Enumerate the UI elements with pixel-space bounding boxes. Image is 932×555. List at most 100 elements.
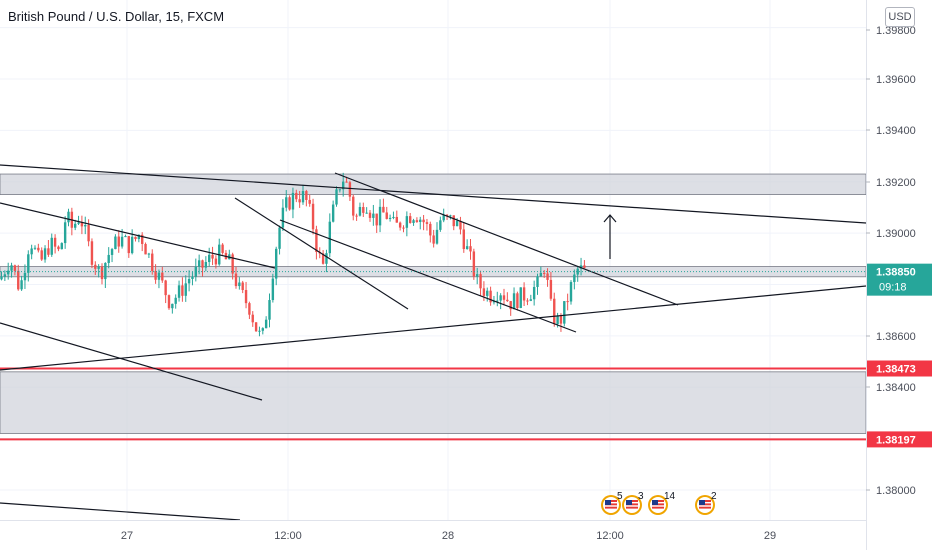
zone-rect[interactable] (0, 173, 866, 195)
candle-body (553, 298, 556, 325)
candle-body (331, 204, 335, 222)
candle (388, 214, 392, 222)
trend-line[interactable] (234, 197, 409, 310)
price-scale[interactable]: 1.39800 1.39600 1.39400 1.39200 1.39000 1.386… (866, 25, 916, 497)
candle-body (238, 282, 241, 287)
candle (325, 249, 328, 273)
flag-stripe (652, 505, 664, 507)
candle-body (13, 265, 17, 271)
candle-body (87, 225, 90, 242)
trend-line[interactable] (0, 285, 866, 371)
candle-body (100, 266, 104, 280)
candle (395, 210, 398, 223)
candle (100, 263, 104, 285)
zone-rect[interactable] (0, 371, 866, 434)
candle (110, 247, 114, 263)
candle-body (305, 191, 308, 200)
candle (298, 190, 301, 208)
trend-line[interactable] (0, 202, 276, 269)
candle-body (248, 303, 251, 315)
candle (97, 264, 100, 278)
candle (301, 184, 305, 205)
candle (382, 198, 385, 213)
candle (147, 252, 151, 259)
candle-body (345, 181, 348, 183)
candle (506, 292, 509, 302)
candle-body (80, 222, 84, 227)
candle-body (144, 243, 147, 255)
candle-body (355, 215, 358, 217)
candle (0, 271, 3, 281)
candle (90, 238, 94, 268)
us-flag-event-icon[interactable]: 14 (648, 491, 676, 515)
candle-body (556, 315, 559, 325)
time-label: 12:00 (596, 530, 624, 542)
candle-body (579, 265, 583, 269)
candle (579, 257, 583, 276)
candle (134, 236, 137, 242)
candle-body (342, 181, 345, 190)
flag-canton (699, 500, 705, 505)
us-flag-event-icon[interactable]: 2 (695, 491, 717, 515)
candle-body (526, 300, 529, 302)
candle (509, 300, 512, 316)
candle-body (53, 237, 57, 247)
candle-body (191, 276, 194, 279)
candle (231, 252, 234, 280)
candle-body (365, 212, 368, 214)
candle (238, 277, 241, 290)
candle-body (462, 229, 465, 250)
candle-body (496, 300, 499, 302)
candle (74, 219, 77, 231)
candle (261, 327, 264, 335)
candle (53, 234, 57, 254)
us-flag-event-icon[interactable]: 5 (601, 491, 623, 515)
candle-body (559, 315, 563, 324)
candle (251, 311, 254, 327)
candle-body (43, 248, 47, 260)
candle (27, 250, 30, 282)
candle (338, 188, 342, 193)
candle-body (338, 189, 342, 191)
time-scale[interactable]: 27 12:00 28 12:00 29 (121, 530, 776, 542)
candle-body (37, 247, 40, 251)
time-label: 29 (764, 530, 776, 542)
candle-body (10, 265, 13, 271)
candle-body (435, 229, 439, 244)
trend-line[interactable] (0, 502, 241, 520)
candle-body (295, 192, 298, 200)
currency-button[interactable]: USD (885, 7, 915, 27)
candle (204, 256, 208, 272)
candle-body (254, 322, 258, 332)
candle (425, 218, 429, 231)
candle (435, 222, 439, 245)
trend-line[interactable] (0, 322, 263, 401)
candle (281, 199, 285, 232)
candle (67, 208, 70, 227)
arrow-head (603, 214, 617, 223)
candle (144, 242, 147, 255)
up-arrow-icon[interactable] (603, 214, 617, 259)
trend-line[interactable] (334, 172, 679, 306)
candle (415, 217, 419, 223)
trend-line[interactable] (279, 219, 577, 333)
price-label: 1.38600 (876, 331, 916, 343)
level-tag-bg (867, 431, 932, 448)
candle (566, 293, 569, 311)
candle-body (325, 253, 328, 264)
candle (288, 195, 291, 211)
trend-line[interactable] (0, 164, 866, 224)
candle-body (94, 264, 97, 269)
candle-body (50, 237, 53, 255)
candle-body (298, 199, 301, 203)
candle (459, 216, 462, 235)
candle (429, 221, 432, 243)
candle (285, 190, 288, 212)
candle-body (549, 279, 553, 299)
candle-body (47, 248, 50, 255)
candle-body (358, 207, 362, 216)
us-flag-event-icon[interactable]: 3 (622, 491, 644, 515)
candle-body (563, 301, 566, 324)
